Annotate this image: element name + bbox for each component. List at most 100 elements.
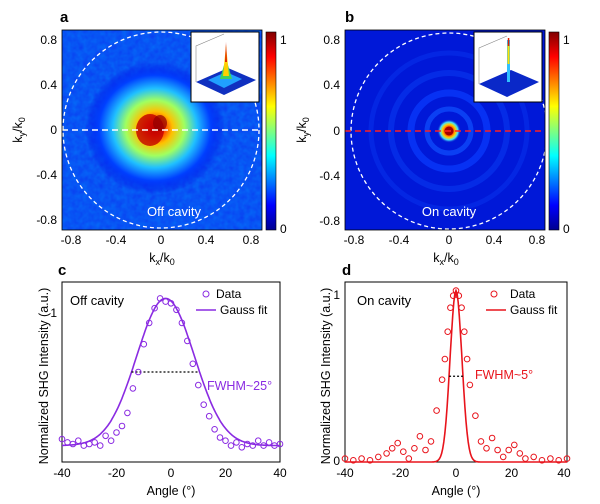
data-point bbox=[107, 437, 115, 445]
fwhm-label-d: FWHM~5° bbox=[475, 368, 533, 382]
data-point bbox=[260, 442, 267, 449]
xtick-label: -20 bbox=[108, 466, 126, 480]
data-point bbox=[458, 304, 465, 312]
ytick-label: 1 bbox=[333, 288, 340, 302]
legend-data-d: Data bbox=[510, 287, 536, 301]
data-point bbox=[96, 442, 104, 449]
data-point bbox=[463, 355, 471, 363]
data-point bbox=[227, 442, 235, 449]
xtick-label: -0.8 bbox=[61, 233, 82, 247]
xtick-label: -0.8 bbox=[344, 233, 365, 247]
data-point bbox=[555, 457, 563, 464]
ytick-label: 0.8 bbox=[40, 33, 57, 47]
ytick-label: -0.4 bbox=[319, 169, 340, 183]
yticks-b: 0.8 0.4 0 -0.4 -0.8 bbox=[319, 33, 340, 228]
data-point bbox=[350, 457, 357, 464]
data-point bbox=[195, 381, 202, 389]
data-point bbox=[216, 434, 224, 441]
data-point bbox=[113, 429, 120, 436]
data-point bbox=[156, 295, 164, 302]
inset-3d-a bbox=[190, 31, 260, 103]
data-point bbox=[205, 412, 213, 420]
data-point bbox=[58, 435, 66, 443]
data-point bbox=[129, 385, 137, 392]
data-point bbox=[394, 439, 402, 447]
data-point bbox=[276, 440, 284, 448]
data-point bbox=[461, 328, 468, 336]
yticks-d: 1 0 bbox=[333, 288, 340, 468]
data-point bbox=[511, 441, 518, 449]
data-point bbox=[341, 455, 349, 462]
data-point bbox=[383, 450, 390, 457]
data-point bbox=[422, 446, 429, 454]
data-point bbox=[178, 319, 186, 327]
data-point bbox=[233, 439, 240, 446]
yticks-c: 1 bbox=[50, 306, 57, 320]
data-point bbox=[483, 445, 490, 452]
plot-frame-c bbox=[61, 281, 281, 463]
panel-letter-b: b bbox=[345, 9, 354, 26]
label-on-cavity-b: On cavity bbox=[422, 204, 477, 219]
title-d: On cavity bbox=[357, 293, 412, 308]
xlabel-c: Angle (°) bbox=[147, 484, 196, 498]
data-point bbox=[563, 455, 571, 462]
ylabel-b: ky/k0 bbox=[295, 117, 311, 143]
data-marks-d bbox=[341, 287, 571, 464]
ytick-label: 0 bbox=[50, 123, 57, 137]
dashed-circle-a bbox=[62, 31, 260, 229]
panel-a: a Off cavity -0.8 -0.4 bbox=[11, 9, 287, 267]
data-point bbox=[75, 437, 82, 445]
xtick-label: 0 bbox=[168, 466, 175, 480]
ylabel-a: ky/k0 bbox=[11, 117, 27, 143]
colorbar-b bbox=[548, 31, 560, 231]
data-point bbox=[447, 304, 454, 312]
heatmap-b: On cavity bbox=[345, 30, 545, 230]
ytick-label: -0.4 bbox=[36, 168, 57, 182]
data-point bbox=[124, 409, 131, 417]
colorbar-a bbox=[265, 31, 277, 231]
data-point bbox=[162, 298, 169, 305]
data-point bbox=[173, 306, 180, 314]
ytick-label: 0 bbox=[333, 124, 340, 138]
heatmap-a: Off cavity bbox=[62, 30, 262, 230]
data-point bbox=[211, 426, 218, 433]
data-point bbox=[200, 401, 207, 409]
xtick-label: 0.4 bbox=[486, 233, 503, 247]
xticks-a: -0.8 -0.4 0 0.4 0.8 bbox=[61, 233, 260, 247]
ylabel-d: Normalized SHG Intensity (a.u.) bbox=[319, 288, 333, 464]
data-point bbox=[427, 438, 435, 445]
data-point bbox=[64, 439, 71, 446]
data-point bbox=[522, 455, 529, 462]
ytick-label: 0.8 bbox=[323, 33, 340, 47]
data-point bbox=[433, 407, 440, 414]
ytick-label: 0 bbox=[333, 454, 340, 468]
data-point bbox=[472, 412, 479, 420]
xtick-label: 0.8 bbox=[243, 233, 260, 247]
xtick-label: 0 bbox=[446, 233, 453, 247]
colorbar-max-b: 1 bbox=[563, 33, 570, 47]
legend-fit-c: Gauss fit bbox=[220, 303, 268, 317]
xtick-label: 0 bbox=[453, 466, 460, 480]
xlabel-b: kx/k0 bbox=[433, 251, 459, 267]
data-marks-c bbox=[58, 295, 284, 451]
data-point bbox=[167, 300, 175, 307]
data-point bbox=[400, 448, 407, 456]
data-point bbox=[538, 457, 546, 464]
data-point bbox=[151, 304, 158, 312]
data-point bbox=[452, 287, 460, 294]
data-point bbox=[265, 439, 273, 446]
data-point bbox=[249, 442, 257, 449]
fwhm-label-c: FWHM~25° bbox=[207, 379, 272, 393]
xlabel-d: Angle (°) bbox=[432, 484, 481, 498]
xlabel-a: kx/k0 bbox=[149, 251, 175, 267]
data-point bbox=[488, 434, 496, 442]
panel-c: c -40 -20 0 20 40 1 Angle (°) Normalized… bbox=[37, 262, 287, 498]
data-point bbox=[477, 438, 485, 445]
inset-3d-b bbox=[473, 31, 543, 103]
xtick-label: 0.8 bbox=[529, 233, 546, 247]
xtick-label: 20 bbox=[505, 466, 519, 480]
ytick-label: -0.8 bbox=[319, 214, 340, 228]
xtick-label: 20 bbox=[219, 466, 233, 480]
ytick-label: -0.8 bbox=[36, 213, 57, 227]
ytick-label: 1 bbox=[50, 306, 57, 320]
